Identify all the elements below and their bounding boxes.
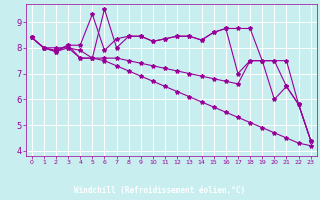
Text: Windchill (Refroidissement éolien,°C): Windchill (Refroidissement éolien,°C) [75, 186, 245, 195]
